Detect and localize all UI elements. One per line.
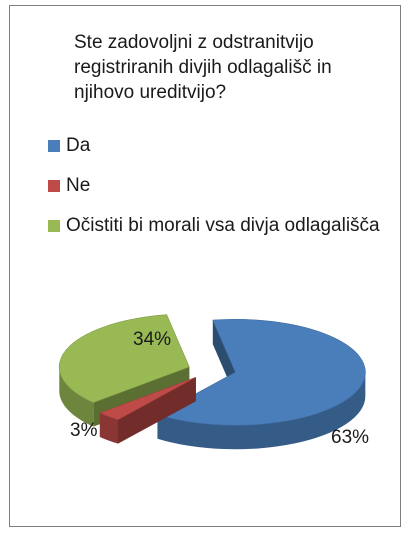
slice-ne-edge xyxy=(99,412,119,444)
slice-da-edge xyxy=(157,372,366,450)
legend-swatch-da xyxy=(48,139,60,152)
data-label-da: 63% xyxy=(331,427,369,448)
legend-item-ocistiti: Očistiti bi morali vsa divja odlagališča xyxy=(48,213,380,238)
legend-swatch-ocistiti xyxy=(48,219,60,232)
data-label-ne: 3% xyxy=(70,420,98,441)
slice-ocistiti-edge xyxy=(59,366,94,427)
slice-ne-side-2 xyxy=(99,377,196,437)
legend-label-da: Da xyxy=(66,134,91,156)
slice-ne-top xyxy=(99,376,197,421)
slice-da xyxy=(156,318,366,450)
chart-title: Ste zadovoljni z odstranitvijo registrir… xyxy=(74,32,332,103)
slice-ocistiti-top xyxy=(59,314,190,403)
legend-item-da: Da xyxy=(48,133,380,158)
slice-ne xyxy=(99,376,197,444)
legend-swatch-ne xyxy=(48,179,60,192)
legend-label-ne: Ne xyxy=(66,174,91,196)
legend-item-ne: Ne xyxy=(48,173,380,198)
data-label-ocistiti: 34% xyxy=(133,329,171,350)
chart-legend: Da Ne Očistiti bi morali vsa divja odlag… xyxy=(48,133,380,253)
slice-da-top xyxy=(156,318,366,426)
legend-label-ocistiti: Očistiti bi morali vsa divja odlagališča xyxy=(66,214,380,236)
